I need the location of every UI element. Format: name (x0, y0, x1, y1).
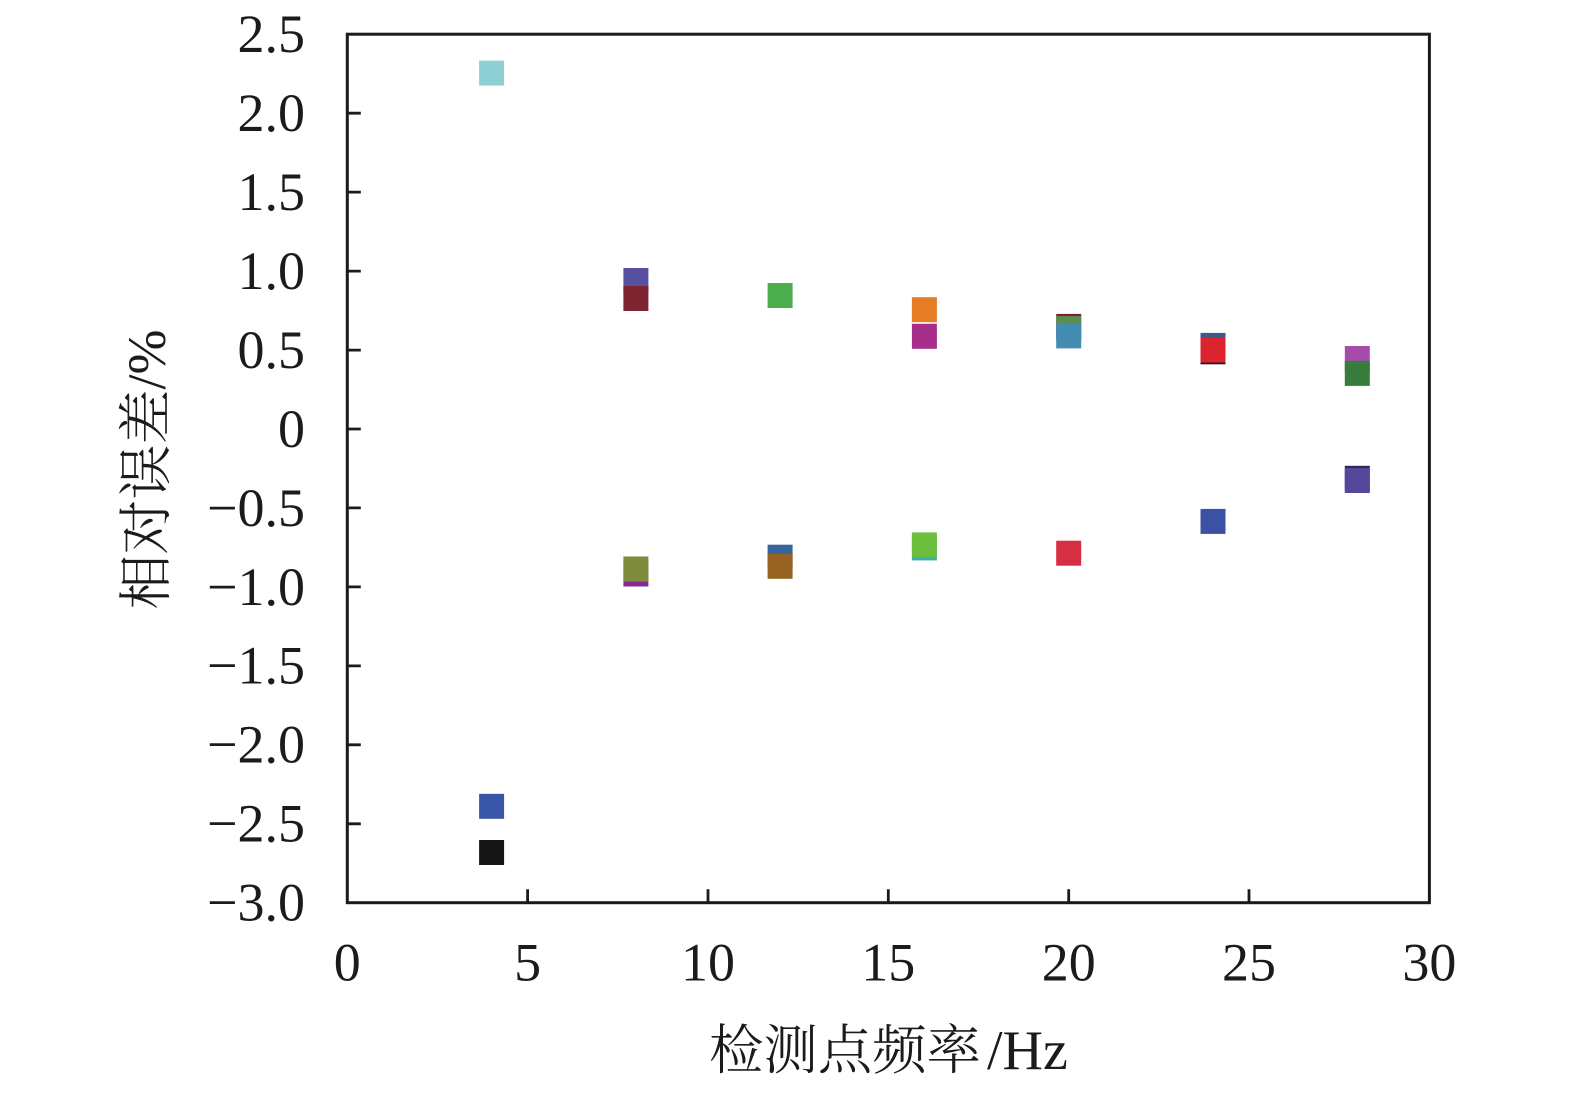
svg-text:5: 5 (514, 933, 541, 993)
svg-text:1.0: 1.0 (238, 241, 306, 301)
svg-text:2.5: 2.5 (238, 4, 306, 64)
svg-text:−0.5: −0.5 (207, 478, 305, 538)
svg-text:20: 20 (1042, 933, 1096, 993)
svg-text:−3.0: −3.0 (207, 873, 305, 933)
svg-text:0: 0 (334, 933, 361, 993)
svg-text:30: 30 (1402, 933, 1456, 993)
svg-text:1.5: 1.5 (238, 162, 306, 222)
svg-text:/%: /% (117, 330, 177, 390)
svg-text:−2.5: −2.5 (207, 794, 305, 854)
svg-text:10: 10 (681, 933, 735, 993)
svg-text:0: 0 (278, 399, 305, 459)
svg-text:/Hz: /Hz (987, 1020, 1068, 1082)
svg-text:2.0: 2.0 (238, 83, 306, 143)
svg-text:25: 25 (1222, 933, 1276, 993)
svg-text:−2.0: −2.0 (207, 715, 305, 775)
svg-text:0.5: 0.5 (238, 320, 306, 380)
svg-text:−1.5: −1.5 (207, 636, 305, 696)
svg-text:15: 15 (861, 933, 915, 993)
svg-text:−1.0: −1.0 (207, 557, 305, 617)
